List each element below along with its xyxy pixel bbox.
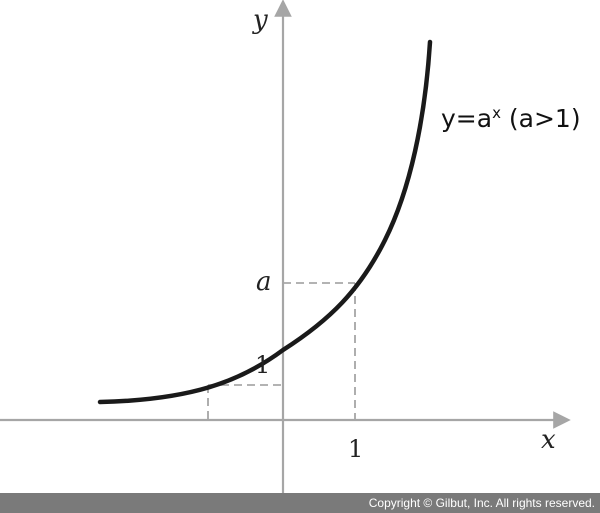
curve-label-lhs: y=a — [441, 104, 492, 133]
exponential-graph: y x a 1 1 y=ax (a>1) — [0, 0, 581, 493]
copyright-text: Copyright © Gilbut, Inc. All rights rese… — [368, 496, 595, 510]
guide-lines — [207, 282, 356, 420]
tick-label-y-one: 1 — [255, 351, 270, 379]
tick-label-x-one: 1 — [348, 435, 363, 463]
exponential-curve — [97, 39, 433, 405]
curve-equation-label: y=ax (a>1) — [441, 104, 581, 133]
x-axis-label: x — [541, 425, 556, 455]
tick-label-a: a — [256, 267, 272, 297]
copyright-bar: Copyright © Gilbut, Inc. All rights rese… — [0, 493, 600, 513]
curve-label-condition: (a>1) — [501, 104, 581, 133]
curve-label-exponent: x — [492, 104, 501, 122]
y-axis-label: y — [252, 5, 268, 35]
